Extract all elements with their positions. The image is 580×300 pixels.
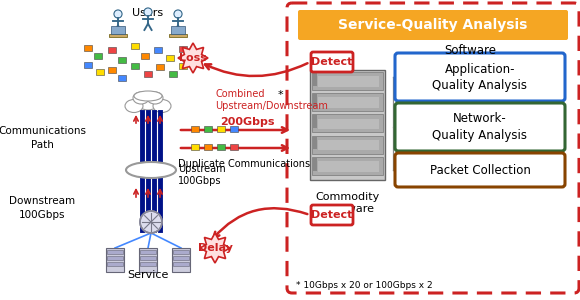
Text: Service: Service — [128, 270, 169, 280]
Text: Communications
Path: Communications Path — [0, 126, 86, 150]
FancyBboxPatch shape — [311, 52, 353, 72]
Bar — [179, 63, 187, 69]
Text: *: * — [278, 90, 284, 100]
Text: Detect: Detect — [311, 210, 353, 220]
Bar — [172, 248, 190, 272]
Ellipse shape — [137, 94, 159, 110]
Bar — [204, 126, 212, 132]
Bar — [313, 116, 317, 128]
Text: Application-
Quality Analysis: Application- Quality Analysis — [433, 62, 527, 92]
Bar — [191, 126, 199, 132]
FancyBboxPatch shape — [287, 3, 579, 293]
Bar — [310, 70, 385, 180]
Bar — [141, 53, 149, 59]
Bar — [156, 64, 164, 70]
Bar — [313, 73, 317, 86]
Bar — [312, 93, 383, 111]
Ellipse shape — [134, 91, 162, 101]
Bar — [230, 144, 238, 150]
Bar — [318, 140, 379, 150]
Bar — [313, 136, 317, 149]
Text: Network-
Quality Analysis: Network- Quality Analysis — [433, 112, 527, 142]
Text: Loss: Loss — [179, 53, 207, 63]
FancyBboxPatch shape — [395, 153, 565, 187]
Bar — [169, 34, 187, 37]
Text: Packet Collection: Packet Collection — [430, 164, 531, 176]
Ellipse shape — [153, 100, 171, 112]
Text: Detect: Detect — [311, 57, 353, 67]
Bar — [312, 157, 383, 175]
Bar — [107, 250, 123, 254]
Polygon shape — [178, 43, 208, 73]
Bar — [318, 98, 379, 108]
Bar — [204, 144, 212, 150]
FancyBboxPatch shape — [311, 205, 353, 225]
Bar — [191, 144, 199, 150]
Bar — [131, 63, 139, 69]
Text: Upstream
100Gbps: Upstream 100Gbps — [178, 164, 226, 186]
Bar — [108, 47, 116, 53]
FancyBboxPatch shape — [298, 10, 568, 40]
Bar — [173, 262, 189, 266]
Bar — [313, 94, 317, 107]
Bar — [318, 161, 379, 172]
Bar — [107, 262, 123, 266]
Bar — [217, 126, 225, 132]
Text: Users: Users — [132, 8, 164, 18]
Bar — [318, 118, 379, 129]
Circle shape — [174, 10, 182, 18]
Bar — [118, 57, 126, 63]
Circle shape — [114, 10, 122, 18]
Bar — [140, 250, 156, 254]
Text: Delay: Delay — [198, 243, 233, 253]
Bar — [166, 55, 174, 61]
Text: Duplicate Communications: Duplicate Communications — [178, 159, 310, 169]
Text: 200Gbps: 200Gbps — [220, 117, 274, 127]
Bar — [230, 126, 238, 132]
Bar — [144, 71, 152, 77]
Text: * 10Gbps x 20 or 100Gbps x 2: * 10Gbps x 20 or 100Gbps x 2 — [296, 280, 433, 290]
FancyBboxPatch shape — [395, 103, 565, 151]
Ellipse shape — [147, 92, 163, 104]
Text: Downstream
100Gbps: Downstream 100Gbps — [9, 196, 75, 220]
Text: Combined
Upstream/Downstream: Combined Upstream/Downstream — [215, 89, 328, 111]
Bar — [318, 76, 379, 87]
Ellipse shape — [126, 162, 176, 178]
Text: Commodity
Hardware: Commodity Hardware — [316, 192, 380, 214]
Bar — [154, 47, 162, 53]
Bar — [109, 34, 127, 37]
Bar — [173, 250, 189, 254]
Bar — [96, 69, 104, 75]
Bar — [84, 45, 92, 51]
Bar — [179, 46, 187, 52]
Bar — [169, 71, 177, 77]
Text: Software: Software — [444, 44, 496, 56]
Bar — [107, 256, 123, 260]
Bar — [217, 144, 225, 150]
Ellipse shape — [133, 92, 149, 104]
Bar — [189, 54, 197, 60]
Bar — [111, 26, 125, 34]
Bar — [108, 67, 116, 73]
Bar — [106, 248, 124, 272]
Text: Service-Quality Analysis: Service-Quality Analysis — [338, 18, 528, 32]
Polygon shape — [200, 233, 230, 263]
Circle shape — [144, 8, 152, 16]
Bar — [312, 72, 383, 90]
Bar — [312, 136, 383, 154]
Bar — [84, 62, 92, 68]
Bar — [171, 26, 185, 34]
Bar — [140, 256, 156, 260]
Bar — [313, 158, 317, 170]
Bar — [94, 53, 102, 59]
Bar — [131, 43, 139, 49]
Bar — [139, 248, 157, 272]
Ellipse shape — [125, 100, 143, 112]
FancyBboxPatch shape — [395, 53, 565, 101]
Circle shape — [140, 211, 162, 233]
Bar — [312, 114, 383, 132]
Bar — [140, 262, 156, 266]
Bar — [118, 75, 126, 81]
Bar — [173, 256, 189, 260]
